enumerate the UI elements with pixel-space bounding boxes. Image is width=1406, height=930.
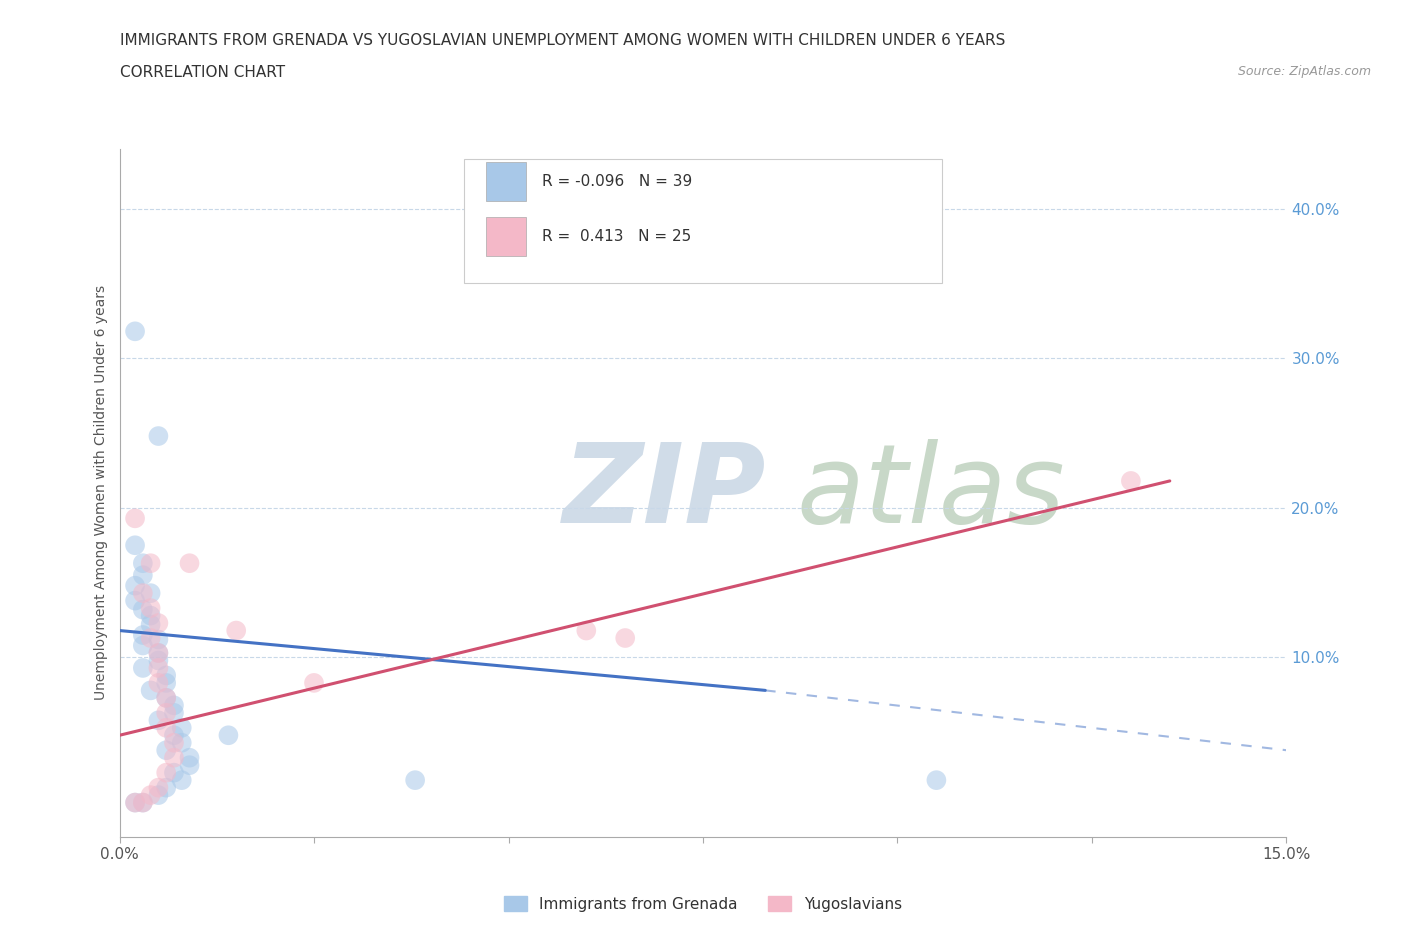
Text: Source: ZipAtlas.com: Source: ZipAtlas.com [1237, 65, 1371, 78]
Point [139, 556, 162, 571]
Point [155, 780, 177, 795]
Point [155, 690, 177, 705]
Point [132, 660, 155, 675]
Point [163, 698, 186, 712]
Text: CORRELATION CHART: CORRELATION CHART [120, 65, 284, 80]
Point [155, 675, 177, 690]
Point [132, 638, 155, 653]
Point [132, 795, 155, 810]
Point [170, 721, 193, 736]
Point [163, 736, 186, 751]
Point [124, 511, 146, 525]
Point [155, 765, 177, 780]
Point [155, 743, 177, 758]
Point [132, 628, 155, 643]
Point [148, 780, 170, 795]
Point [124, 578, 146, 593]
Point [124, 795, 146, 810]
Point [302, 675, 325, 690]
Point [132, 795, 155, 810]
Point [132, 556, 155, 571]
Text: ZIP: ZIP [562, 439, 766, 547]
Point [124, 324, 146, 339]
Point [124, 593, 146, 608]
Point [179, 758, 201, 773]
Point [148, 645, 170, 660]
Point [163, 705, 186, 720]
Point [139, 601, 162, 616]
Point [148, 429, 170, 444]
Point [124, 795, 146, 810]
Point [139, 631, 162, 645]
Point [148, 616, 170, 631]
Point [139, 586, 162, 601]
Point [155, 690, 177, 705]
Y-axis label: Unemployment Among Women with Children Under 6 years: Unemployment Among Women with Children U… [94, 286, 108, 700]
Text: atlas: atlas [796, 439, 1064, 547]
Point [148, 675, 170, 690]
Point [179, 751, 201, 765]
Point [132, 586, 155, 601]
Point [217, 728, 239, 743]
Point [925, 773, 948, 788]
FancyBboxPatch shape [486, 162, 526, 201]
Point [139, 608, 162, 623]
FancyBboxPatch shape [464, 159, 942, 283]
Point [163, 728, 186, 743]
Legend: Immigrants from Grenada, Yugoslavians: Immigrants from Grenada, Yugoslavians [498, 889, 908, 918]
Point [148, 632, 170, 647]
Point [124, 538, 146, 552]
Point [139, 788, 162, 803]
Point [225, 623, 247, 638]
Text: IMMIGRANTS FROM GRENADA VS YUGOSLAVIAN UNEMPLOYMENT AMONG WOMEN WITH CHILDREN UN: IMMIGRANTS FROM GRENADA VS YUGOSLAVIAN U… [120, 33, 1005, 47]
Point [148, 788, 170, 803]
Point [155, 705, 177, 720]
Point [148, 645, 170, 660]
Point [148, 660, 170, 675]
Point [614, 631, 637, 645]
Point [148, 653, 170, 668]
Point [170, 773, 193, 788]
Point [575, 623, 598, 638]
Point [179, 556, 201, 571]
Text: R = -0.096   N = 39: R = -0.096 N = 39 [541, 174, 692, 189]
Point [163, 751, 186, 765]
Point [163, 765, 186, 780]
Point [170, 736, 193, 751]
Point [148, 713, 170, 728]
FancyBboxPatch shape [486, 217, 526, 256]
Point [139, 618, 162, 632]
Point [155, 721, 177, 736]
Text: R =  0.413   N = 25: R = 0.413 N = 25 [541, 229, 692, 244]
Point [404, 773, 426, 788]
Point [1119, 473, 1142, 488]
Point [139, 683, 162, 698]
Point [155, 668, 177, 683]
Point [132, 602, 155, 617]
Point [132, 567, 155, 582]
